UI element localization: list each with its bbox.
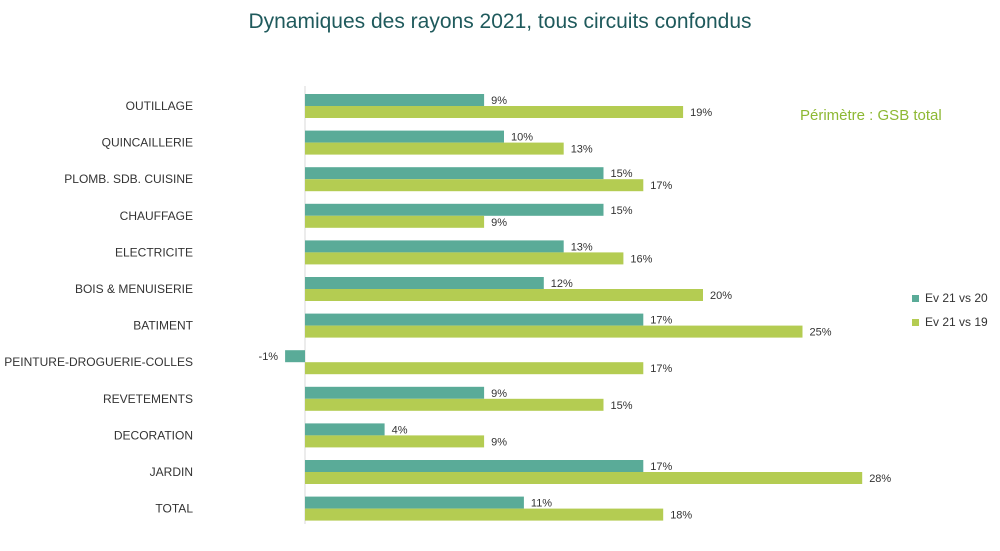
value-label-outillage-series-1: 9%: [491, 95, 507, 107]
legend: Ev 21 vs 20 Ev 21 vs 19: [912, 286, 988, 334]
bar-electricite-series-1: [305, 240, 564, 253]
value-label-plomb-sdb-cuisine-series-1: 15%: [611, 168, 633, 180]
value-label-quincaillerie-series-1: 10%: [511, 132, 533, 144]
value-label-chauffage-series-2: 9%: [491, 217, 507, 229]
value-label-decoration-series-1: 4%: [392, 424, 408, 436]
value-label-batiment-series-2: 25%: [810, 327, 832, 339]
value-label-plomb-sdb-cuisine-series-2: 17%: [650, 180, 672, 192]
value-label-jardin-series-2: 28%: [869, 473, 891, 485]
category-label-decoration: DECORATION: [114, 428, 193, 442]
value-label-quincaillerie-series-2: 13%: [571, 144, 593, 156]
bar-jardin-series-2: [305, 472, 863, 484]
value-label-electricite-series-1: 13%: [571, 241, 593, 253]
category-label-bois-menuiserie: BOIS & MENUISERIE: [75, 282, 193, 296]
value-label-revetements-series-1: 9%: [491, 388, 507, 400]
category-label-electricite: ELECTRICITE: [115, 245, 193, 259]
bar-outillage-series-2: [305, 106, 684, 118]
value-label-electricite-series-2: 16%: [630, 253, 652, 265]
bar-decoration-series-1: [305, 423, 385, 436]
bar-bois-menuiserie-series-2: [305, 289, 703, 301]
category-label-total: TOTAL: [155, 502, 193, 516]
category-label-outillage: OUTILLAGE: [126, 99, 193, 113]
value-label-jardin-series-1: 17%: [650, 461, 672, 473]
category-label-quincaillerie: QUINCAILLERIE: [102, 136, 193, 150]
bar-total-series-1: [305, 496, 524, 509]
category-label-chauffage: CHAUFFAGE: [120, 209, 193, 223]
category-label-batiment: BATIMENT: [133, 319, 193, 333]
category-label-plomb-sdb-cuisine: PLOMB. SDB. CUISINE: [64, 172, 193, 186]
bar-outillage-series-1: [305, 94, 485, 106]
perimetre-annotation: Périmètre : GSB total: [800, 107, 942, 124]
value-label-revetements-series-2: 15%: [611, 400, 633, 412]
legend-swatch-ev21vs20: [912, 294, 919, 302]
bar-revetements-series-2: [305, 398, 604, 411]
category-label-revetements: REVETEMENTS: [103, 392, 193, 406]
bar-quincaillerie-series-2: [305, 142, 564, 155]
value-label-total-series-1: 11%: [531, 498, 552, 510]
value-label-peinture-droguerie-colles-series-1: -1%: [259, 351, 279, 363]
bar-chauffage-series-2: [305, 215, 485, 228]
bar-chauffage-series-1: [305, 203, 604, 216]
value-label-batiment-series-1: 17%: [650, 315, 672, 327]
value-label-bois-menuiserie-series-2: 20%: [710, 290, 732, 302]
bar-batiment-series-2: [305, 325, 803, 338]
value-label-total-series-2: 18%: [670, 510, 692, 522]
bar-total-series-2: [305, 508, 664, 521]
bar-peinture-droguerie-colles-series-1: [285, 350, 305, 363]
chart-title: Dynamiques des rayons 2021, tous circuit…: [248, 10, 752, 33]
bar-jardin-series-1: [305, 460, 644, 472]
value-label-peinture-droguerie-colles-series-2: 17%: [650, 363, 672, 375]
bar-decoration-series-2: [305, 435, 485, 448]
bar-bois-menuiserie-series-1: [305, 277, 544, 289]
value-label-chauffage-series-1: 15%: [611, 205, 633, 217]
legend-item-ev21vs19: Ev 21 vs 19: [912, 310, 988, 334]
legend-swatch-ev21vs19: [912, 318, 919, 326]
value-label-decoration-series-2: 9%: [491, 436, 507, 448]
bar-batiment-series-1: [305, 313, 644, 326]
bar-plomb-sdb-cuisine-series-2: [305, 179, 644, 192]
legend-label-ev21vs19: Ev 21 vs 19: [925, 315, 988, 329]
bar-electricite-series-2: [305, 252, 624, 265]
bar-quincaillerie-series-1: [305, 130, 504, 143]
category-label-peinture-droguerie-colles: PEINTURE-DROGUERIE-COLLES: [4, 355, 193, 369]
legend-label-ev21vs20: Ev 21 vs 20: [925, 291, 988, 305]
value-label-bois-menuiserie-series-1: 12%: [551, 278, 573, 290]
legend-item-ev21vs20: Ev 21 vs 20: [912, 286, 988, 310]
bar-peinture-droguerie-colles-series-2: [305, 362, 644, 375]
bar-revetements-series-1: [305, 386, 485, 399]
value-label-outillage-series-2: 19%: [690, 107, 712, 119]
category-label-jardin: JARDIN: [150, 465, 193, 479]
bar-plomb-sdb-cuisine-series-1: [305, 167, 604, 180]
